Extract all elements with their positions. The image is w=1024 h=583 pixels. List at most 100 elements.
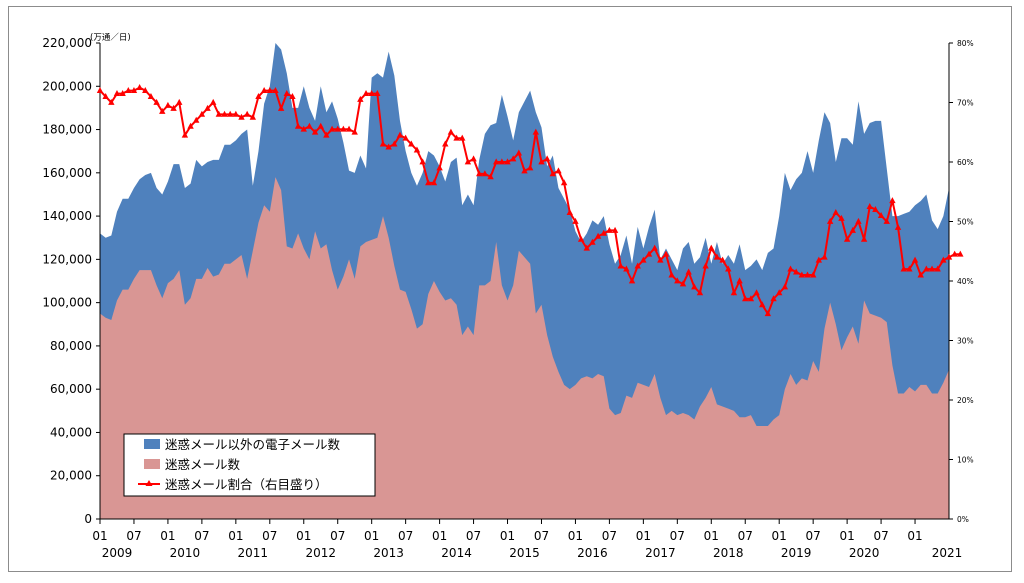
ratio-point <box>176 98 183 105</box>
ratio-point <box>566 208 573 215</box>
ratio-point <box>928 265 936 272</box>
x-month-label: 07 <box>466 529 481 543</box>
left-tick-label: 140,000 <box>42 209 92 223</box>
ratio-point <box>945 253 953 260</box>
x-year-label: 2019 <box>781 546 812 560</box>
ratio-point <box>815 256 823 263</box>
left-tick-label: 120,000 <box>42 252 92 266</box>
left-tick-label: 40,000 <box>50 425 92 439</box>
ratio-point <box>385 143 392 150</box>
ratio-point <box>368 89 375 96</box>
ratio-point <box>679 280 687 287</box>
ratio-point <box>753 289 760 296</box>
left-axis-unit-label: (万通／日) <box>90 32 131 43</box>
ratio-point <box>294 122 302 129</box>
x-month-label: 01 <box>636 529 651 543</box>
ratio-point <box>509 155 517 162</box>
ratio-point <box>317 122 324 129</box>
left-tick-label: 100,000 <box>42 296 92 310</box>
ratio-point <box>419 158 426 165</box>
ratio-point <box>713 253 721 260</box>
x-year-label: 2017 <box>645 546 676 560</box>
ratio-point <box>549 170 556 177</box>
ratio-point <box>940 256 947 263</box>
ratio-point <box>759 301 766 308</box>
x-month-label: 01 <box>568 529 583 543</box>
ratio-point <box>617 262 624 269</box>
ratio-point <box>238 113 245 120</box>
ratio-point <box>436 164 443 171</box>
ratio-point <box>611 226 619 233</box>
ratio-point <box>464 158 472 165</box>
ratio-point <box>396 131 404 138</box>
ratio-point <box>125 87 132 93</box>
ratio-point <box>855 217 862 224</box>
ratio-point <box>628 277 636 284</box>
ratio-point <box>362 89 370 96</box>
ratio-point <box>860 235 868 242</box>
legend-box <box>123 433 376 497</box>
left-tick-label: 200,000 <box>42 79 92 93</box>
ratio-point <box>425 179 432 186</box>
ratio-point <box>108 98 115 105</box>
ratio-point <box>849 226 856 233</box>
legend-marker-ratio <box>145 480 153 486</box>
ratio-point <box>657 256 664 263</box>
ratio-point <box>883 217 890 224</box>
right-tick-label: 30% <box>957 337 974 346</box>
ratio-point <box>476 170 483 177</box>
ratio-point <box>792 268 800 275</box>
ratio-point <box>515 149 523 156</box>
x-month-label: 07 <box>534 529 549 543</box>
right-tick-label: 0% <box>957 515 969 524</box>
ratio-point <box>289 92 296 99</box>
ratio-point <box>900 265 907 272</box>
ratio-point <box>470 155 477 162</box>
ratio-point <box>651 244 658 251</box>
legend-label-spam: 迷惑メール数 <box>165 457 241 472</box>
ratio-point <box>917 271 924 278</box>
ratio-point <box>951 250 958 257</box>
ratio-point <box>198 110 206 117</box>
ratio-point <box>487 173 494 180</box>
ratio-point <box>725 265 732 272</box>
ratio-point <box>272 87 279 93</box>
ratio-point <box>306 122 313 129</box>
x-month-label: 01 <box>160 529 175 543</box>
ratio-point <box>136 84 143 91</box>
ratio-point <box>328 125 336 132</box>
ratio-point <box>504 158 511 165</box>
ratio-point <box>889 197 896 204</box>
legend-swatch-total <box>144 439 160 449</box>
x-year-label: 2010 <box>170 546 201 560</box>
ratio-point <box>804 271 811 278</box>
legend-label-ratio: 迷惑メール割合（右目盛り） <box>165 477 328 492</box>
left-tick-label: 180,000 <box>42 123 92 137</box>
ratio-point <box>164 101 172 108</box>
ratio-point <box>430 179 438 186</box>
ratio-point <box>232 110 240 117</box>
ratio-point <box>764 310 772 317</box>
x-month-label: 01 <box>92 529 107 543</box>
ratio-point <box>493 158 500 165</box>
ratio-point <box>249 113 257 120</box>
ratio-point <box>159 107 166 114</box>
ratio-point <box>357 95 364 102</box>
x-year-label: 2015 <box>509 546 540 560</box>
ratio-point <box>226 110 234 117</box>
ratio-point <box>402 134 409 141</box>
x-month-label: 01 <box>907 529 922 543</box>
left-tick-label: 60,000 <box>50 382 92 396</box>
x-year-label: 2009 <box>102 546 133 560</box>
ratio-point <box>447 128 455 135</box>
x-month-label: 01 <box>839 529 854 543</box>
ratio-point <box>543 155 551 162</box>
ratio-point <box>210 98 217 105</box>
ratio-point <box>113 89 121 96</box>
ratio-point <box>215 110 223 117</box>
ratio-point <box>260 87 268 93</box>
ratio-point <box>583 244 590 251</box>
ratio-point <box>119 89 126 96</box>
ratio-point <box>640 256 647 263</box>
ratio-point <box>957 250 964 257</box>
